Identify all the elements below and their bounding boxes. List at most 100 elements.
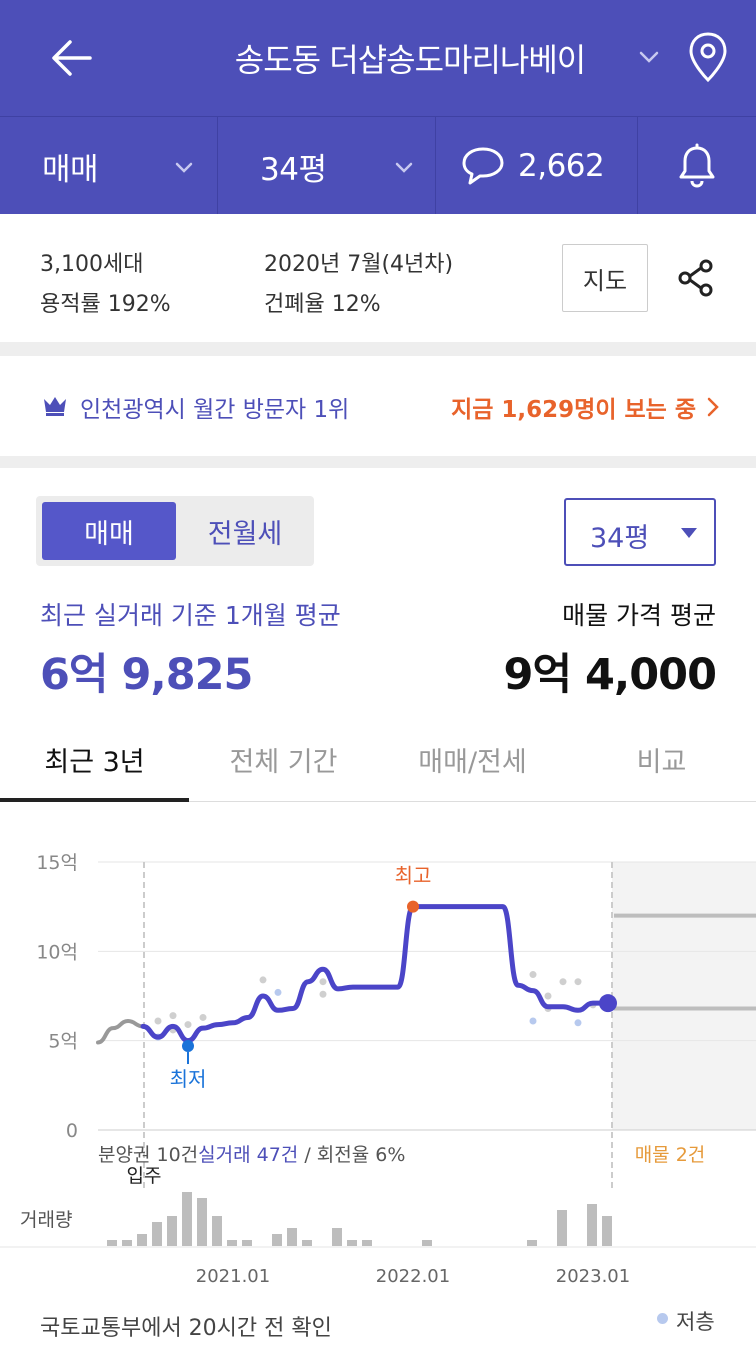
x-tick-label: 2023.01	[556, 1266, 630, 1287]
volume-bar	[332, 1228, 342, 1246]
completion-date: 2020년 7월(4년차)	[264, 252, 454, 277]
volume-bar	[122, 1240, 132, 1246]
arrow-left-icon	[52, 40, 92, 76]
transaction-point	[529, 1017, 537, 1025]
volume-bar	[602, 1216, 612, 1246]
transaction-point	[154, 1017, 162, 1025]
tab-compare[interactable]: 비교	[636, 746, 687, 778]
size-label: 34평	[260, 151, 327, 188]
x-tick-label: 2022.01	[376, 1266, 450, 1287]
volume-bar	[527, 1240, 537, 1246]
speech-bubble-icon	[462, 147, 504, 185]
volume-bar	[152, 1222, 162, 1246]
ranking-text: 인천광역시 월간 방문자 1위	[80, 397, 350, 423]
listing-count: 매물 2건	[635, 1144, 706, 1166]
transaction-point	[544, 992, 552, 1000]
map-pin-icon	[689, 32, 727, 83]
complex-title-dropdown[interactable]: 송도동 더샵송도마리나베이	[150, 30, 670, 86]
building-coverage: 건폐율 12%	[264, 292, 381, 317]
volume-bar	[272, 1234, 282, 1246]
trade-type-dropdown[interactable]: 매매	[0, 117, 218, 215]
top-app-bar: 송도동 더샵송도마리나베이	[0, 0, 756, 116]
volume-bar	[362, 1240, 372, 1246]
volume-bar	[137, 1234, 147, 1246]
presale-count: 분양권 10건	[98, 1144, 198, 1166]
actual-count: 실거래 47건	[198, 1144, 298, 1166]
size-dropdown[interactable]: 34평	[218, 117, 436, 215]
transaction-point	[274, 988, 282, 996]
y-tick-label: 0	[66, 1120, 78, 1142]
y-tick-label: 5억	[48, 1031, 78, 1053]
volume-bar	[167, 1216, 177, 1246]
alert-button[interactable]	[638, 117, 756, 215]
chevron-down-icon	[395, 162, 413, 173]
page-title: 송도동 더샵송도마리나베이	[234, 41, 586, 79]
presale-price-line	[96, 1019, 145, 1045]
volume-label: 거래량	[20, 1209, 72, 1231]
volume-bar	[587, 1204, 597, 1246]
tab-recent-3y[interactable]: 최근 3년	[44, 746, 145, 778]
volume-bar	[182, 1192, 192, 1246]
transaction-stats: 분양권 10건실거래 47건 / 회전율 6%	[98, 1144, 405, 1166]
transaction-point	[574, 1019, 582, 1027]
segment-rent[interactable]: 전월세	[207, 518, 283, 550]
transaction-point	[199, 1013, 207, 1021]
size-select[interactable]: 34평	[564, 498, 716, 566]
max-price-label: 최고	[395, 864, 432, 888]
ranking-banner[interactable]: 인천광역시 월간 방문자 1위 지금 1,629명이 보는 중	[0, 356, 756, 456]
tab-sale-jeonse[interactable]: 매매/전세	[418, 746, 527, 778]
transaction-point	[259, 976, 267, 984]
active-tab-indicator	[0, 798, 189, 802]
volume-bar	[107, 1240, 117, 1246]
avg-price-label: 최근 실거래 기준 1개월 평균	[40, 601, 341, 630]
transaction-point	[559, 978, 567, 986]
segment-sale[interactable]: 매매	[42, 502, 176, 560]
min-price-marker	[182, 1040, 194, 1053]
section-divider	[0, 342, 756, 356]
transaction-point	[169, 1012, 177, 1020]
min-price-label: 최저	[170, 1067, 207, 1091]
volume-bar	[197, 1198, 207, 1246]
transaction-point	[319, 990, 327, 998]
turnover-rate: / 회전율 6%	[298, 1144, 405, 1166]
volume-bar	[422, 1240, 432, 1246]
filter-bar: 매매 34평 2,662	[0, 116, 756, 215]
volume-bar	[242, 1240, 252, 1246]
move-in-label: 입주	[127, 1165, 162, 1187]
transaction-point	[319, 978, 327, 986]
map-button[interactable]: 지도	[562, 244, 648, 312]
transaction-point	[574, 978, 582, 986]
period-tabs: 최근 3년 전체 기간 매매/전세 비교	[0, 716, 756, 802]
y-tick-label: 10억	[36, 941, 78, 963]
volume-bar	[212, 1216, 222, 1246]
crown-icon	[44, 397, 66, 416]
trade-segment-control: 매매 전월세	[36, 496, 314, 566]
listing-price-label: 매물 가격 평균	[562, 601, 716, 630]
trade-type-label: 매매	[42, 151, 99, 188]
latest-price-point	[599, 994, 617, 1013]
share-icon	[678, 259, 713, 297]
legend-marker	[657, 1313, 668, 1324]
back-button[interactable]	[44, 30, 100, 86]
comments-button[interactable]: 2,662	[436, 117, 638, 215]
chevron-down-icon	[175, 162, 193, 173]
households: 3,100세대	[40, 252, 144, 277]
share-button[interactable]	[676, 258, 716, 298]
transaction-point	[529, 971, 537, 979]
volume-bar	[227, 1240, 237, 1246]
legend-label: 저층	[676, 1310, 715, 1334]
bell-icon	[679, 143, 715, 188]
chevron-right-icon	[707, 397, 719, 417]
complex-info: 3,100세대 2020년 7월(4년차) 용적률 192% 건폐율 12% 지…	[0, 214, 756, 342]
location-button[interactable]	[686, 30, 730, 86]
listing-area	[612, 862, 756, 1130]
data-source: 국토교통부에서 20시간 전 확인	[40, 1316, 332, 1341]
volume-bar	[302, 1240, 312, 1246]
size-select-label: 34평	[590, 523, 650, 554]
caret-down-icon	[681, 528, 697, 538]
tab-all-period[interactable]: 전체 기간	[229, 746, 338, 778]
chevron-down-icon[interactable]	[636, 44, 662, 70]
volume-bar	[347, 1240, 357, 1246]
floor-area-ratio: 용적률 192%	[40, 292, 171, 317]
